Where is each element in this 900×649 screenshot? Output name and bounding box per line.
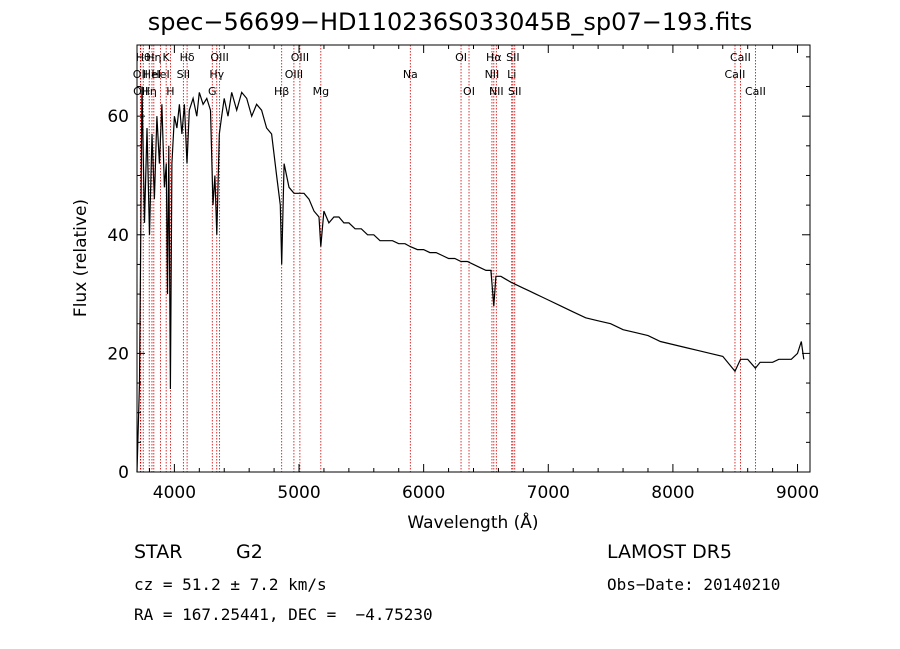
line-marker-label: Na <box>403 68 418 81</box>
line-marker-label: CaII <box>730 51 751 64</box>
line-marker-label: OI <box>455 51 467 64</box>
x-tick-label: 6000 <box>402 483 445 503</box>
redshift-cz: cz = 51.2 ± 7.2 km/s <box>134 575 327 594</box>
line-marker-label: OIII <box>291 51 309 64</box>
line-marker-label: Hδ <box>180 51 195 64</box>
line-marker-label: SII <box>177 68 190 81</box>
line-marker-label: HeI <box>151 68 169 81</box>
y-tick-label: 40 <box>107 226 129 246</box>
x-tick-label: 4000 <box>153 483 196 503</box>
line-marker-label: H <box>166 85 174 98</box>
x-axis-ticks: 4000 5000 6000 7000 8000 9000 <box>148 45 819 503</box>
line-marker-label: SII <box>506 51 519 64</box>
object-subclass: G2 <box>236 541 263 563</box>
y-tick-label: 20 <box>107 344 129 364</box>
survey-name: LAMOST DR5 <box>607 541 732 563</box>
y-tick-label: 0 <box>118 463 129 483</box>
y-tick-label: 60 <box>107 107 129 127</box>
line-marker-label: Hα <box>486 51 502 64</box>
ra-dec: RA = 167.25441, DEC = −4.75230 <box>134 605 433 624</box>
line-marker-label: NII <box>489 85 504 98</box>
y-axis-label: Flux (relative) <box>71 199 91 317</box>
line-marker-label: Hβ <box>274 85 289 98</box>
y-axis-ticks: 0 20 40 60 <box>107 56 810 483</box>
line-marker-label: HeI <box>143 68 161 81</box>
x-axis-label: Wavelength (Å) <box>407 511 538 533</box>
spectrum-line <box>136 86 805 473</box>
line-markers <box>139 45 756 472</box>
line-marker-label: Mg <box>313 85 329 98</box>
line-marker-label: CaII <box>745 85 766 98</box>
x-tick-label: 7000 <box>527 483 570 503</box>
line-marker-label: NII <box>485 68 500 81</box>
x-tick-label: 8000 <box>651 483 694 503</box>
plot-frame <box>136 44 811 473</box>
line-marker-label: Hθ <box>136 51 151 64</box>
observation-date: Obs−Date: 20140210 <box>607 575 781 594</box>
line-marker-label: Hη <box>142 85 157 98</box>
chart-title: spec−56699−HD110236S033045B_sp07−193.fit… <box>147 8 753 36</box>
x-tick-label: 5000 <box>277 483 320 503</box>
line-marker-label: OIII <box>285 68 303 81</box>
x-tick-label: 9000 <box>776 483 819 503</box>
line-marker-label: CaII <box>725 68 746 81</box>
line-marker-labels: OIIOIIHθHηHeIHηHeIKHSIIHδGHγOIIIHβOIIIOI… <box>133 51 766 98</box>
line-marker-label: K <box>163 51 171 64</box>
line-marker-label: Li <box>507 68 516 81</box>
line-marker-label: G <box>208 85 217 98</box>
line-marker-label: Hη <box>146 51 161 64</box>
line-marker-label: OIII <box>210 51 228 64</box>
object-class: STAR <box>134 541 183 563</box>
line-marker-label: OI <box>463 85 475 98</box>
line-marker-label: Hγ <box>209 68 224 81</box>
line-marker-label: SII <box>508 85 521 98</box>
